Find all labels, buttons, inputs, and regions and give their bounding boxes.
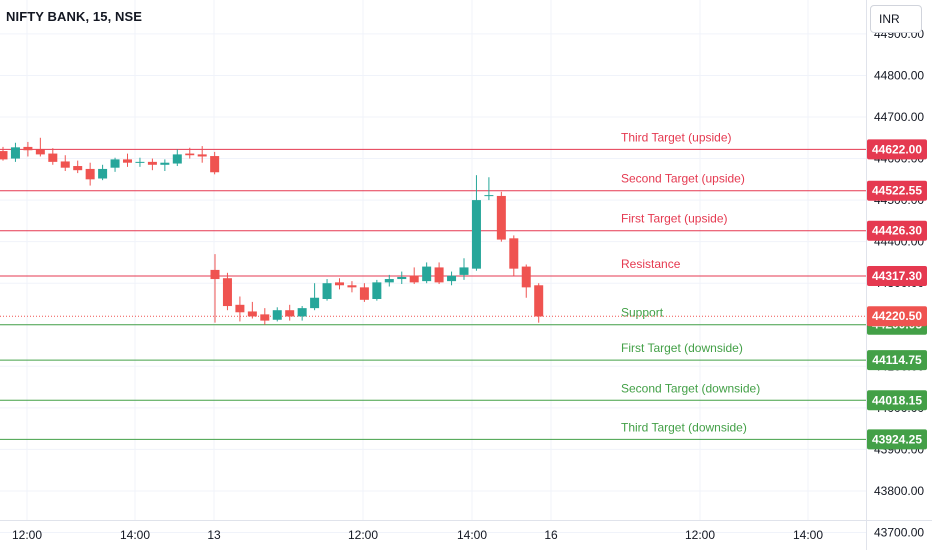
- candle-body: [0, 151, 8, 160]
- candle-body: [310, 297, 320, 309]
- price-badge: [867, 266, 927, 287]
- candle-body: [123, 159, 132, 163]
- candle-body: [172, 154, 182, 164]
- candle-body: [98, 168, 108, 179]
- candle-body: [48, 153, 58, 162]
- level-label: Third Target (downside): [621, 420, 747, 434]
- candle-body: [509, 238, 519, 269]
- price-badge-label: 44426.30: [872, 224, 922, 238]
- candle-body: [409, 275, 419, 283]
- level-label: Support: [621, 306, 664, 320]
- price-badge-label: 44622.00: [872, 142, 922, 156]
- price-badge: [867, 390, 927, 411]
- level-label: Third Target (upside): [621, 130, 732, 144]
- x-tick-label: 14:00: [120, 528, 150, 542]
- level-label: Resistance: [621, 257, 681, 271]
- candle-body: [60, 161, 70, 168]
- candle-body: [135, 161, 145, 163]
- last-price-badge: [867, 306, 927, 327]
- y-tick-label: 44800.00: [874, 68, 924, 82]
- x-tick-label: 12:00: [348, 528, 378, 542]
- candle-body: [372, 282, 382, 299]
- candle-body: [210, 269, 220, 280]
- symbol-title: NIFTY BANK, 15, NSE: [6, 9, 143, 24]
- candle-body: [285, 310, 295, 317]
- candle-body: [10, 147, 20, 159]
- price-badge-label: 44317.30: [872, 269, 922, 283]
- y-tick-label: 44700.00: [874, 110, 924, 124]
- candle-body: [222, 278, 232, 307]
- candles: [0, 137, 544, 325]
- grid: [0, 0, 866, 533]
- candle-body: [210, 156, 220, 173]
- x-tick-label: 14:00: [457, 528, 487, 542]
- candle-body: [160, 162, 170, 165]
- candle-body: [484, 195, 494, 197]
- price-badge: [867, 220, 927, 241]
- candle-body: [147, 161, 157, 165]
- candle-body: [235, 304, 245, 313]
- candle-body: [359, 287, 369, 300]
- candle-body: [197, 154, 207, 157]
- price-badge-label: 44114.75: [872, 353, 922, 367]
- candle-body: [110, 159, 120, 168]
- candle-body: [471, 200, 481, 269]
- x-tick-label: 13: [207, 528, 221, 542]
- candle-body: [447, 275, 457, 282]
- price-badge-label: 43924.25: [872, 432, 922, 446]
- candle-body: [272, 310, 282, 320]
- candle-body: [73, 166, 83, 171]
- candle-body: [347, 285, 357, 288]
- level-label: Second Target (downside): [621, 381, 760, 395]
- price-badge: [867, 139, 927, 160]
- candle-body: [322, 283, 332, 299]
- candle-body: [397, 276, 407, 280]
- x-tick-label: 14:00: [793, 528, 823, 542]
- level-label: First Target (upside): [621, 212, 727, 226]
- candle-body: [185, 153, 195, 156]
- candle-body: [521, 266, 531, 288]
- x-tick-label: 12:00: [685, 528, 715, 542]
- candle-body: [534, 285, 544, 317]
- price-badge: [867, 350, 927, 371]
- candle-body: [247, 311, 257, 317]
- level-label: Second Target (upside): [621, 172, 745, 186]
- price-badge-label: 44522.55: [872, 184, 922, 198]
- candle-body: [422, 266, 432, 282]
- y-tick-label: 43800.00: [874, 484, 924, 498]
- candle-body: [384, 279, 394, 283]
- candle-body: [260, 314, 270, 321]
- currency-button[interactable]: INR: [870, 5, 922, 33]
- price-badges: 44622.0044522.5544426.3044317.3044200.05…: [867, 139, 927, 450]
- candle-body: [23, 146, 33, 151]
- x-tick-label: 16: [544, 528, 558, 542]
- candle-body: [496, 195, 506, 240]
- price-badge-label: 44018.15: [872, 393, 922, 407]
- price-badge: [867, 180, 927, 201]
- candle-body: [85, 168, 95, 180]
- candle-body: [35, 149, 45, 155]
- price-badge: [867, 429, 927, 450]
- last-price-label: 44220.50: [872, 309, 922, 323]
- y-tick-label: 43700.00: [874, 526, 924, 540]
- candle-body: [297, 308, 307, 317]
- candle-body: [335, 282, 344, 286]
- level-label: First Target (downside): [621, 341, 743, 355]
- candle-body: [459, 267, 469, 275]
- level-lines: Third Target (upside) Second Target (upsi…: [0, 130, 866, 440]
- x-tick-label: 12:00: [12, 528, 42, 542]
- candle-body: [434, 267, 444, 283]
